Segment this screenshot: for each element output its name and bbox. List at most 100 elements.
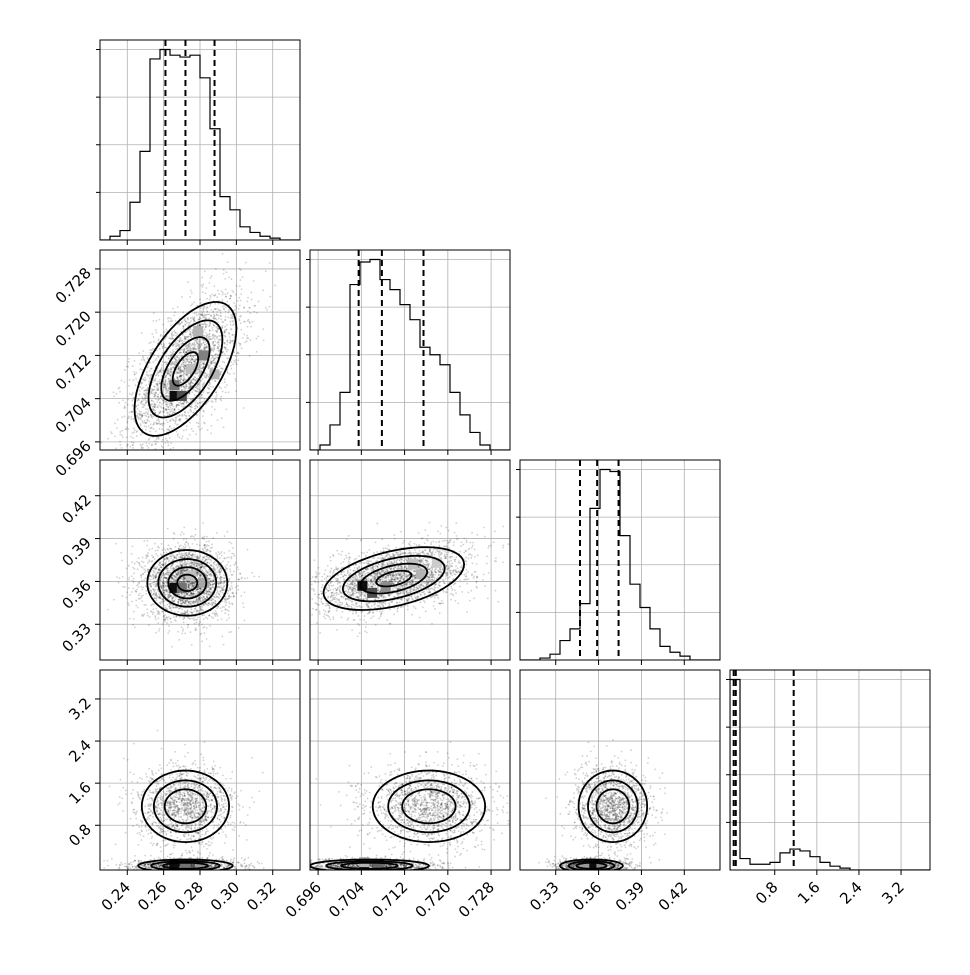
scatter-point — [229, 298, 231, 300]
scatter-point — [155, 358, 157, 360]
scatter-point — [162, 447, 164, 449]
scatter-point — [220, 585, 222, 587]
scatter-point — [129, 411, 131, 413]
scatter-point — [173, 538, 175, 540]
scatter-point — [225, 392, 227, 394]
scatter-point — [158, 568, 160, 570]
scatter-point — [132, 392, 134, 394]
scatter-point — [183, 372, 185, 374]
scatter-point — [178, 402, 180, 404]
scatter-point — [181, 349, 183, 351]
scatter-point — [201, 605, 203, 607]
scatter-point — [233, 323, 235, 325]
scatter-point — [154, 598, 156, 600]
scatter-point — [195, 599, 197, 601]
scatter-point — [163, 343, 165, 345]
scatter-point — [225, 288, 227, 290]
scatter-point — [143, 360, 145, 362]
scatter-point — [205, 323, 207, 325]
scatter-point — [258, 301, 260, 303]
scatter-point — [200, 397, 202, 399]
scatter-point — [169, 406, 171, 408]
scatter-point — [189, 322, 191, 324]
scatter-point — [209, 359, 211, 361]
scatter-point — [201, 427, 203, 429]
scatter-point — [150, 392, 152, 394]
scatter-point — [256, 312, 258, 314]
scatter-point — [95, 425, 97, 427]
scatter-point — [95, 501, 97, 503]
scatter-point — [189, 328, 191, 330]
scatter-point — [192, 430, 194, 432]
scatter-point — [151, 555, 153, 557]
scatter-point — [206, 343, 208, 345]
scatter-point — [164, 549, 166, 551]
scatter-point — [151, 456, 153, 458]
scatter-point — [157, 549, 159, 551]
scatter-point — [228, 614, 230, 616]
scatter-point — [162, 369, 164, 371]
scatter-point — [166, 461, 168, 463]
scatter-point — [269, 306, 271, 308]
scatter-point — [195, 340, 197, 342]
scatter-point — [184, 633, 186, 635]
scatter-point — [142, 398, 144, 400]
scatter-point — [174, 581, 176, 583]
scatter-point — [249, 312, 251, 314]
scatter-point — [182, 325, 184, 327]
scatter-point — [200, 307, 202, 309]
scatter-point — [198, 344, 200, 346]
scatter-point — [215, 268, 217, 270]
scatter-point — [168, 429, 170, 431]
scatter-point — [152, 361, 154, 363]
scatter-point — [162, 623, 164, 625]
scatter-point — [249, 355, 251, 357]
scatter-point — [126, 446, 128, 448]
scatter-point — [234, 378, 236, 380]
scatter-point — [191, 407, 193, 409]
scatter-point — [178, 553, 180, 555]
y-tick-label: 0.720 — [52, 307, 95, 350]
scatter-point — [182, 630, 184, 632]
scatter-point — [171, 334, 173, 336]
scatter-point — [148, 443, 150, 445]
scatter-point — [162, 347, 164, 349]
scatter-point — [274, 284, 276, 286]
scatter-point — [202, 342, 204, 344]
scatter-point — [206, 308, 208, 310]
scatter-point — [166, 440, 168, 442]
scatter-point — [176, 555, 178, 557]
scatter-point — [124, 369, 126, 371]
scatter-point — [170, 580, 172, 582]
scatter-point — [186, 360, 188, 362]
scatter-point — [133, 431, 135, 433]
scatter-point — [180, 599, 182, 601]
scatter-point — [187, 589, 189, 591]
scatter-point — [243, 606, 245, 608]
scatter-point — [150, 341, 152, 343]
scatter-point — [205, 573, 207, 575]
scatter-point — [202, 537, 204, 539]
scatter-point — [145, 604, 147, 606]
scatter-point — [131, 561, 133, 563]
scatter-point — [200, 402, 202, 404]
scatter-point — [210, 296, 212, 298]
scatter-point — [204, 270, 206, 272]
scatter-point — [220, 387, 222, 389]
scatter-point — [164, 377, 166, 379]
scatter-point — [166, 622, 168, 624]
scatter-point — [164, 415, 166, 417]
scatter-point — [187, 555, 189, 557]
scatter-point — [122, 586, 124, 588]
scatter-point — [243, 407, 245, 409]
scatter-point — [208, 325, 210, 327]
scatter-point — [226, 351, 228, 353]
scatter-point — [132, 444, 134, 446]
scatter-point — [131, 553, 133, 555]
scatter-point — [162, 399, 164, 401]
scatter-point — [131, 441, 133, 443]
scatter-point — [159, 398, 161, 400]
scatter-point — [194, 623, 196, 625]
scatter-point — [246, 337, 248, 339]
scatter-point — [170, 548, 172, 550]
